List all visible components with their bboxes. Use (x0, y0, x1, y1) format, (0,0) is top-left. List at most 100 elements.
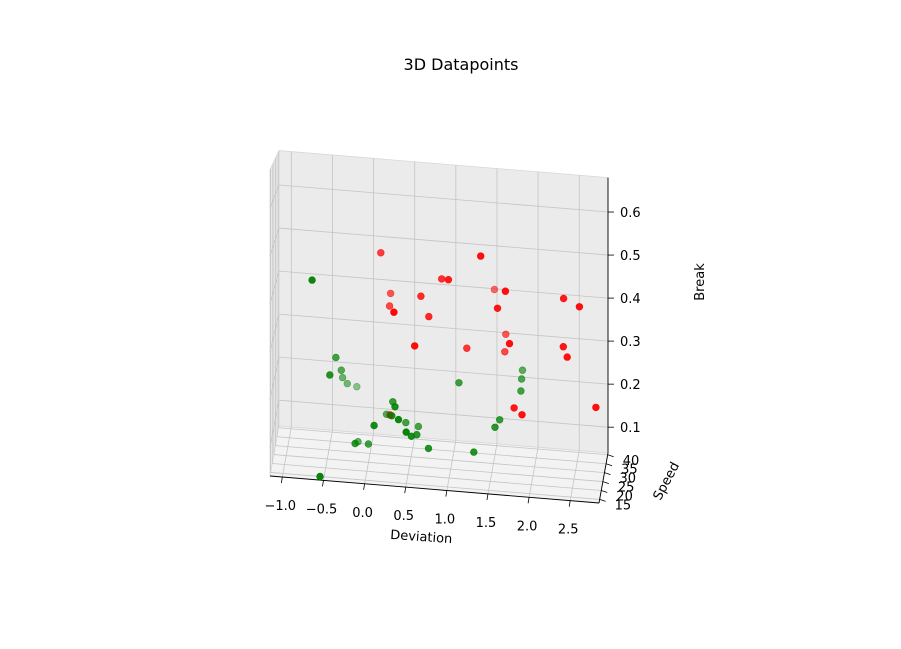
left-pane (269, 150, 280, 477)
green-data-point (402, 418, 410, 427)
red-data-point (505, 339, 514, 348)
green-data-point (517, 387, 525, 395)
z-tick-label: 0.5 (620, 249, 641, 264)
x-tick-mark (568, 500, 571, 507)
red-data-point (377, 249, 385, 257)
grid-line-x-floor (528, 447, 539, 498)
x-tick-label: 0.5 (393, 509, 414, 524)
red-data-point (501, 287, 510, 295)
grid-line-z-left (269, 314, 280, 352)
z-tick-label: 0.2 (620, 378, 641, 393)
x-tick-mark (404, 487, 407, 494)
green-data-point (414, 422, 423, 431)
green-data-point (337, 366, 345, 374)
red-data-point (477, 252, 485, 260)
green-data-point (394, 415, 403, 424)
x-tick-mark (527, 497, 530, 504)
green-data-point (308, 276, 316, 284)
green-data-point (518, 366, 527, 374)
red-data-point (411, 342, 419, 350)
grid-line-x-floor (405, 437, 416, 488)
green-data-point (364, 440, 373, 448)
green-data-point (332, 353, 340, 362)
y-tick-label: 20 (616, 490, 633, 505)
grid-line-x-floor (487, 443, 498, 494)
x-tick-mark (322, 480, 324, 487)
green-data-point (316, 472, 324, 481)
red-data-point (501, 348, 509, 356)
y-tick-mark (602, 481, 609, 484)
y-tick-mark (605, 463, 613, 467)
green-data-point (326, 371, 334, 379)
x-tick-label: 0.0 (352, 506, 373, 521)
grid-line-x-floor (281, 426, 292, 478)
x-tick-mark (280, 476, 283, 484)
red-data-point (425, 312, 433, 321)
red-data-point (390, 308, 398, 316)
grid-line-z-back (278, 184, 609, 213)
red-data-point (510, 404, 518, 412)
y-tick-label: 30 (620, 472, 637, 487)
x-axis-label: Deviation (390, 528, 453, 547)
red-data-point (417, 292, 425, 300)
grid-line-y-floor (273, 454, 603, 482)
y-axis-line (598, 452, 609, 504)
x-tick-label: 2.5 (558, 523, 579, 538)
red-data-point (493, 304, 502, 312)
y-tick-label: 35 (621, 463, 638, 478)
red-data-point (386, 289, 395, 298)
green-data-point (338, 373, 347, 382)
red-data-point (438, 275, 446, 283)
green-series (308, 276, 527, 481)
grid-line-z-left (269, 357, 280, 400)
green-data-point (455, 379, 463, 387)
x-tick-label: 2.0 (517, 519, 538, 534)
red-data-point (563, 353, 571, 361)
grid-line-x-floor (446, 440, 457, 491)
grid-line-z-back (278, 399, 609, 428)
grid-line-x-floor (364, 433, 374, 484)
grid-line-z-left (269, 270, 280, 304)
axis-lines (269, 177, 609, 504)
green-data-point (388, 412, 396, 420)
green-data-point (407, 432, 416, 440)
green-data-point (491, 423, 499, 431)
y-tick-mark (599, 499, 606, 502)
grid-line-y-floor (275, 445, 605, 474)
z-tick-label: 0.1 (620, 421, 641, 436)
green-data-point (391, 403, 399, 411)
z-tick-label: 0.4 (620, 292, 641, 307)
red-data-point (559, 294, 568, 303)
z-tick-label: 0.6 (620, 206, 641, 221)
grid-line-z-back (278, 356, 609, 385)
grid-line-z-left (269, 400, 280, 448)
red-data-point (518, 411, 526, 419)
x-axis-line (269, 475, 600, 504)
y-tick-label: 15 (615, 498, 632, 513)
red-data-point (559, 343, 567, 351)
green-data-point (517, 375, 526, 383)
x-tick-label: −1.0 (265, 499, 297, 514)
y-tick-mark (601, 490, 608, 493)
green-data-point (353, 383, 361, 391)
green-data-point (470, 448, 478, 456)
red-data-point (463, 344, 471, 352)
x-tick-mark (486, 493, 489, 500)
grid-line-z-back (278, 227, 609, 256)
x-tick-mark (363, 483, 365, 490)
red-data-point (444, 276, 453, 284)
z-axis-label: Break (693, 263, 708, 301)
green-data-point (343, 379, 351, 388)
grid-line-z-back (278, 270, 609, 299)
y-tick-mark (604, 472, 611, 476)
red-data-point (385, 302, 394, 310)
green-data-point (351, 439, 359, 448)
grid-line-y-floor (277, 436, 607, 465)
grid-line-y-floor (278, 427, 608, 456)
grid-line-x-floor (569, 450, 580, 501)
red-data-point (575, 303, 584, 311)
y-tick-mark (607, 454, 614, 458)
green-data-point (370, 421, 378, 430)
